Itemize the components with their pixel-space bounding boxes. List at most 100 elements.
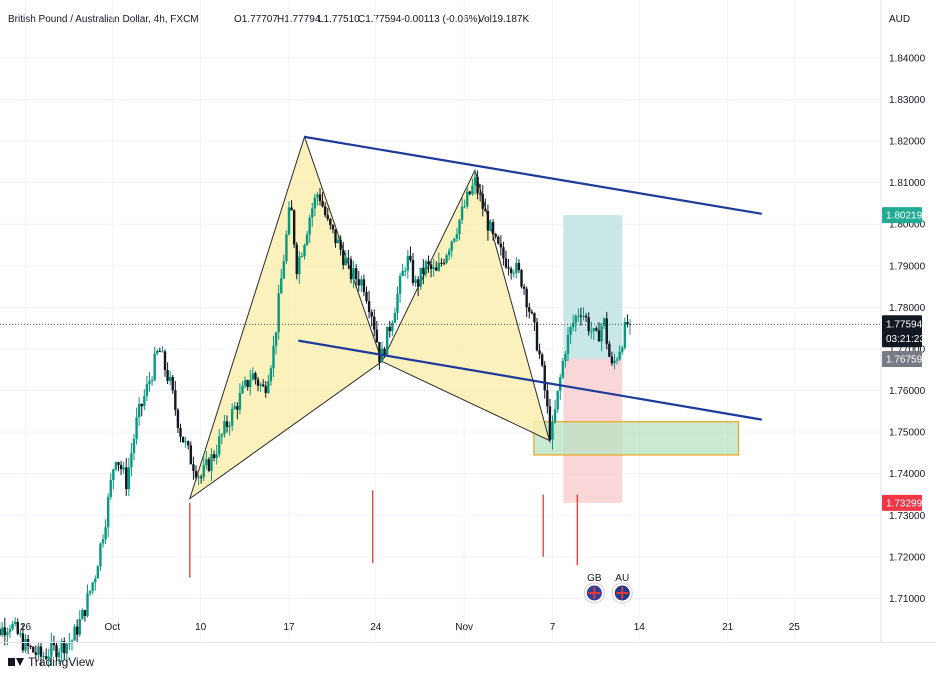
candle-body <box>158 350 162 352</box>
candle-body <box>357 279 360 286</box>
candle-body <box>509 268 513 274</box>
candle-body <box>546 390 549 407</box>
candle-body <box>564 354 567 361</box>
candle-body <box>520 270 523 287</box>
candle-body <box>21 633 25 651</box>
candle-body <box>6 632 9 636</box>
candle-body <box>119 464 123 470</box>
price-tick-label: 1.84000 <box>889 53 926 64</box>
candle-body <box>344 258 348 265</box>
price-tick-label: 1.77000 <box>889 344 926 355</box>
price-tag <box>882 207 922 224</box>
candle-body <box>378 342 381 363</box>
candle-body <box>388 326 391 332</box>
candle-body <box>445 255 448 263</box>
candle-body <box>559 377 562 391</box>
candle-body <box>471 185 474 195</box>
candle-body <box>161 351 164 353</box>
candle-body <box>24 639 27 651</box>
price-tick-label: 1.76000 <box>889 386 926 397</box>
candle-body <box>308 217 311 235</box>
time-axis[interactable]: 26 Oct 10 17 24 Nov 7 14 21 25 <box>20 622 800 633</box>
candle-body <box>251 373 255 380</box>
candle-body <box>223 421 226 435</box>
candle-body <box>504 258 508 268</box>
candle-body <box>481 194 484 209</box>
candle-body <box>280 278 283 294</box>
candle-body <box>422 267 425 274</box>
candle-body <box>615 359 619 361</box>
candle-body <box>11 623 14 630</box>
price-axis[interactable]: 1.71000 1.72000 1.73000 1.74000 1.75000 1.760… <box>889 53 926 605</box>
price-tick-label: 1.75000 <box>889 428 926 439</box>
candle-body <box>197 476 200 478</box>
event-flag-label: GB <box>587 573 602 584</box>
candle-body <box>220 434 224 437</box>
candle-body <box>590 331 593 333</box>
candle-body <box>342 249 345 265</box>
trendline <box>304 135 762 215</box>
candle-body <box>628 324 632 326</box>
candle-body <box>73 626 76 641</box>
candle-body <box>207 459 211 471</box>
candle-body <box>396 293 399 313</box>
candle-body <box>205 459 208 466</box>
candle-body <box>468 191 472 195</box>
candle-body <box>329 218 332 225</box>
candle-body <box>522 286 526 289</box>
candle-body <box>285 234 288 262</box>
candle-body <box>218 436 221 455</box>
candle-body <box>618 351 621 360</box>
time-tick-label: 24 <box>370 622 382 633</box>
candle-body <box>153 353 156 380</box>
candle-body <box>140 403 143 407</box>
candle-body <box>135 417 138 440</box>
symbol-title[interactable]: British Pound / Australian Dollar, 4h, F… <box>8 14 199 25</box>
time-tick-label: Oct <box>105 622 121 633</box>
event-icons[interactable]: GB AU <box>583 573 633 604</box>
candle-body <box>290 207 293 211</box>
candle-body <box>535 322 539 351</box>
candle-body <box>81 610 84 620</box>
countdown-label: 03:21:23 <box>886 334 925 345</box>
candle-body <box>184 441 187 443</box>
candle-body <box>42 656 45 658</box>
candle-body <box>414 279 417 283</box>
tradingview-brand[interactable]: TradingView <box>8 655 94 669</box>
candle-body <box>132 439 136 454</box>
candle-body <box>106 496 110 528</box>
candle-body <box>192 464 195 471</box>
last-price-tag <box>882 315 922 348</box>
candle-body <box>569 327 572 336</box>
candle-body <box>429 264 433 269</box>
candle-body <box>215 454 218 459</box>
candle-body <box>548 406 552 440</box>
time-tick-label: 17 <box>283 622 295 633</box>
candle-body <box>486 211 490 231</box>
candle-body <box>427 261 430 265</box>
tradingview-logo-icon <box>8 657 24 667</box>
time-tick-label: 7 <box>550 622 556 633</box>
candle-body <box>39 646 43 657</box>
candle-body <box>553 409 557 422</box>
candle-body <box>574 316 577 323</box>
candle-body <box>156 350 159 354</box>
candle-body <box>435 267 438 271</box>
candle-body <box>236 406 239 410</box>
candle-body <box>78 619 81 635</box>
candle-body <box>189 445 193 465</box>
candle-body <box>602 318 606 326</box>
candle-body <box>398 276 402 294</box>
price-tick-label: 1.82000 <box>889 137 926 148</box>
candle-body <box>143 395 146 407</box>
candle-body <box>597 330 601 342</box>
candle-body <box>68 642 71 644</box>
candle-body <box>246 380 249 388</box>
candle-body <box>148 381 151 385</box>
price-tag-label: 1.80219 <box>886 211 923 222</box>
candle-body <box>419 267 422 287</box>
candle-body <box>171 376 174 391</box>
candle-body <box>406 255 410 271</box>
candle-body <box>264 386 267 393</box>
